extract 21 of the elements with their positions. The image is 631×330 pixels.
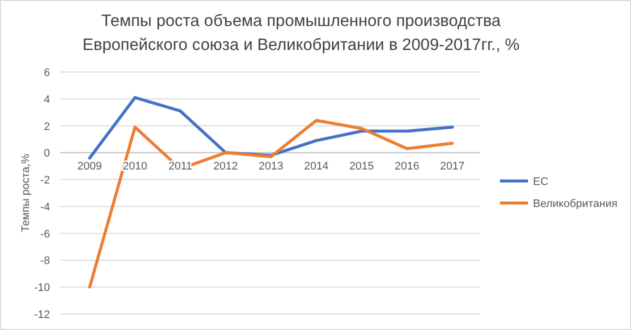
y-tick-label: -10 (34, 282, 50, 294)
y-tick-label: -4 (40, 201, 50, 214)
y-tick-label: 6 (44, 67, 50, 79)
legend-label: ЕС (533, 176, 548, 188)
x-tick-label: 2017 (440, 160, 465, 173)
x-tick-label: 2014 (304, 160, 329, 173)
y-tick-label: 2 (44, 120, 50, 133)
x-tick-label: 2013 (258, 160, 284, 173)
y-tick-label: 4 (44, 94, 50, 106)
y-tick-label: -8 (40, 255, 50, 268)
y-tick-label: -2 (40, 174, 50, 187)
x-tick-label: 2009 (77, 160, 102, 173)
x-tick-label: 2015 (349, 160, 374, 173)
x-tick-label: 2016 (394, 160, 420, 173)
y-tick-label: -6 (40, 228, 50, 240)
chart-title: Темпы роста объема промышленного производства Европейского союза и Великобритании в 2009-2017гг., % (82, 12, 520, 54)
y-tick-label: -12 (34, 309, 50, 321)
x-tick-label: 2012 (213, 160, 238, 173)
y-axis-title: Темпы роста,% (20, 154, 32, 232)
legend-label: Великобритания (533, 198, 618, 210)
y-tick-label: 0 (44, 148, 50, 160)
